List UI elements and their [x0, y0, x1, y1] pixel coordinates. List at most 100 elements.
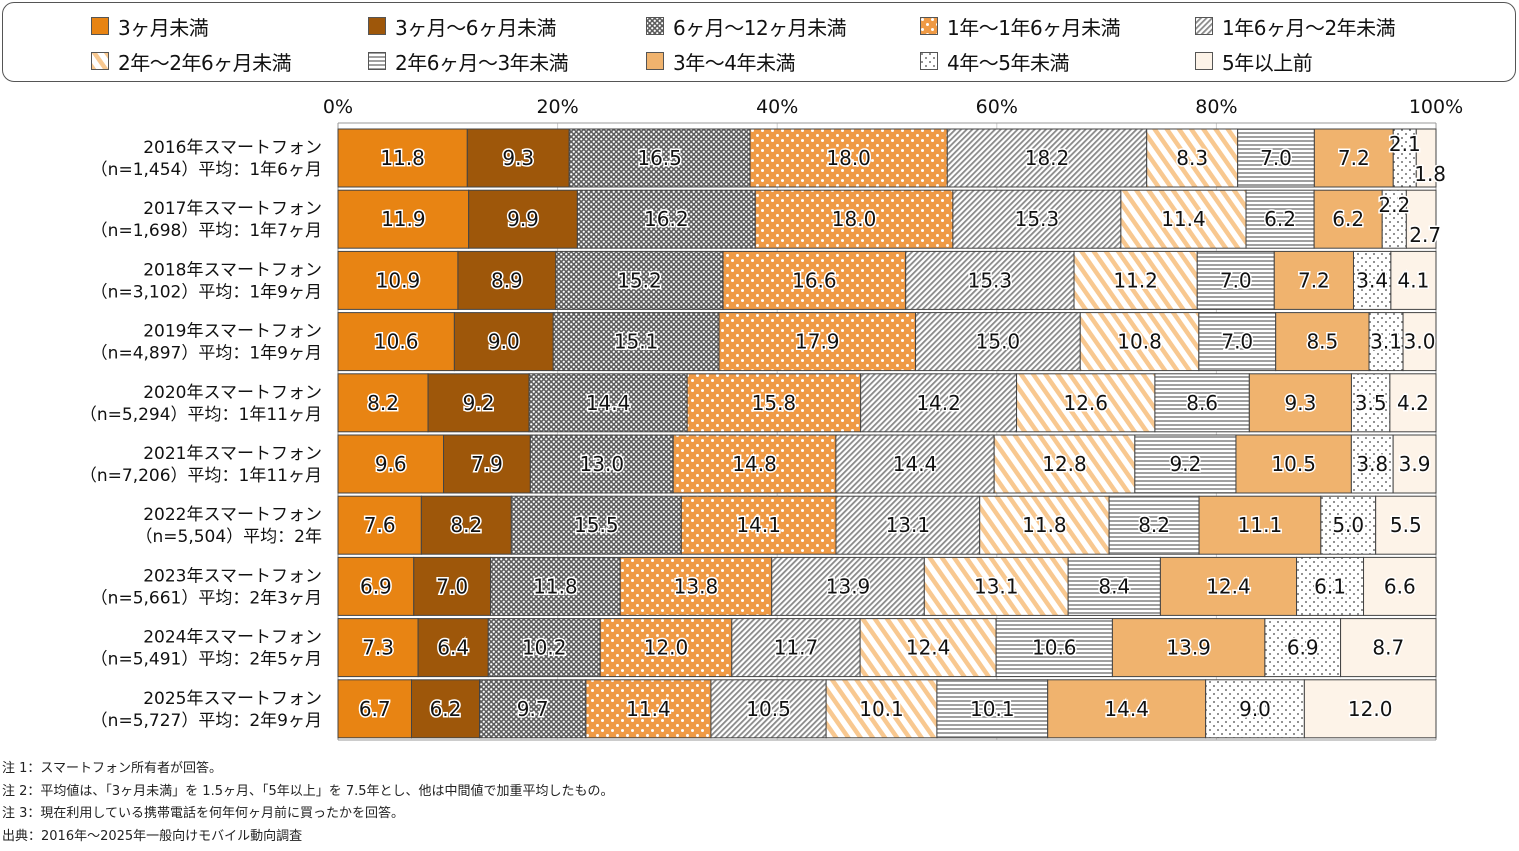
value-label: 9.7 — [517, 697, 549, 721]
value-label: 10.1 — [859, 697, 904, 721]
bar-segment — [337, 495, 422, 555]
bar-segment — [1415, 128, 1437, 188]
value-label: 16.2 — [644, 207, 689, 231]
legend-swatch — [1195, 52, 1213, 70]
bar-segment — [686, 373, 862, 433]
bar-segment — [1134, 434, 1237, 494]
legend-label: 4年〜5年未満 — [947, 50, 1069, 75]
bar-segment — [443, 434, 531, 494]
category-label-line1: 2018年スマートフォン — [143, 260, 322, 280]
value-label: 3.0 — [1404, 330, 1436, 354]
value-label: 7.0 — [1260, 146, 1292, 170]
category-label-line1: 2016年スマートフォン — [143, 138, 322, 158]
value-label: 13.1 — [974, 574, 1019, 598]
value-label: 6.9 — [1287, 636, 1319, 660]
bar-segment — [413, 556, 492, 616]
bar-segment — [718, 312, 917, 372]
legend-label: 6ヶ月〜12ヶ月未満 — [673, 15, 847, 40]
bar-segment — [490, 556, 621, 616]
legend-label: 3年〜4年未満 — [673, 50, 795, 75]
bar-segment — [859, 618, 997, 678]
value-label: 3.5 — [1355, 391, 1387, 415]
value-label: 9.2 — [463, 391, 495, 415]
value-label: 12.4 — [1206, 574, 1251, 598]
value-label: 18.0 — [826, 146, 871, 170]
value-label: 3.1 — [1370, 330, 1402, 354]
bar-segment — [552, 312, 720, 372]
value-label: 6.4 — [437, 636, 469, 660]
value-label: 12.0 — [644, 636, 689, 660]
legend-label: 3ヶ月〜6ヶ月未満 — [395, 15, 556, 40]
value-label: 7.0 — [1220, 268, 1252, 292]
value-label: 11.1 — [1238, 513, 1283, 537]
category-label-line1: 2017年スマートフォン — [143, 199, 322, 219]
bar-segment — [915, 312, 1081, 372]
bar-segment — [453, 312, 554, 372]
bar-segment — [487, 618, 601, 678]
legend-swatch — [920, 52, 938, 70]
bar-segment — [936, 679, 1049, 739]
value-label: 8.2 — [1138, 513, 1170, 537]
category-label-line1: 2022年スマートフォン — [143, 505, 322, 525]
bar-segment — [1016, 373, 1156, 433]
value-label: 15.1 — [614, 330, 659, 354]
x-tick-label: 80% — [1195, 96, 1237, 118]
legend-swatch — [646, 52, 664, 70]
category-label-line2: （n=1,454）平均：1年6ヶ月 — [91, 160, 322, 180]
legend-label: 2年6ヶ月〜3年未満 — [395, 50, 569, 75]
legend-label: 3ヶ月未満 — [118, 15, 209, 40]
bar-segment — [417, 618, 489, 678]
note-2: 注 2：平均値は、「3ヶ月未満」を 1.5ヶ月、「5年以上」を 7.5年とし、他… — [2, 783, 614, 799]
value-label: 9.2 — [1169, 452, 1201, 476]
bar-segment — [1248, 373, 1352, 433]
value-label: 13.9 — [1166, 636, 1211, 660]
value-label: 13.1 — [886, 513, 931, 537]
value-label: 16.5 — [637, 146, 682, 170]
bar-segment — [1296, 556, 1365, 616]
value-label: 2.7 — [1409, 223, 1441, 247]
value-label: 10.6 — [1032, 636, 1077, 660]
bar-segment — [1067, 556, 1161, 616]
bar-segment — [835, 495, 981, 555]
legend-label: 1年〜1年6ヶ月未満 — [947, 15, 1121, 40]
bar-segment — [710, 679, 827, 739]
value-label: 3.8 — [1356, 452, 1388, 476]
category-label-line1: 2020年スマートフォン — [143, 383, 322, 403]
x-tick-label: 0% — [323, 96, 353, 118]
value-label: 6.2 — [1332, 207, 1364, 231]
bar-segment — [528, 373, 688, 433]
value-label: 4.2 — [1397, 391, 1429, 415]
bar-segment — [1154, 373, 1250, 433]
legend-swatch — [368, 17, 386, 35]
bar-segment — [337, 618, 419, 678]
bar-segment — [771, 556, 925, 616]
footnotes: 注 1：スマートフォン所有者が回答。 注 2：平均値は、「3ヶ月未満」を 1.5… — [2, 758, 614, 848]
bar-segment — [672, 434, 837, 494]
bar-segment — [1108, 495, 1200, 555]
value-label: 12.6 — [1063, 391, 1108, 415]
legend-item: 4年〜5年未満 — [920, 48, 1069, 75]
bar-segment — [680, 495, 837, 555]
bar-segment — [905, 250, 1075, 310]
bar-segment — [952, 189, 1122, 249]
category-label-line2: （n=5,661）平均：2年3ヶ月 — [91, 588, 322, 608]
bar-segment — [1198, 495, 1322, 555]
legend-item: 3年〜4年未満 — [646, 48, 795, 75]
category-label-line1: 2019年スマートフォン — [143, 322, 322, 342]
value-label: 2.2 — [1378, 193, 1410, 217]
bar-segment — [1235, 434, 1352, 494]
value-label: 15.5 — [574, 513, 619, 537]
bar-segment — [754, 189, 954, 249]
value-label: 7.3 — [362, 636, 394, 660]
value-label: 12.8 — [1042, 452, 1087, 476]
bar-segment — [457, 250, 557, 310]
bar-segment — [1381, 189, 1407, 249]
value-label: 5.0 — [1332, 513, 1364, 537]
value-label: 9.0 — [1239, 697, 1271, 721]
category-label-line1: 2025年スマートフォン — [143, 689, 322, 709]
bar-segment — [619, 556, 773, 616]
bar-segment — [1273, 250, 1354, 310]
value-label: 13.0 — [580, 452, 625, 476]
bar-segment — [1079, 312, 1200, 372]
bar-segment — [1245, 189, 1315, 249]
